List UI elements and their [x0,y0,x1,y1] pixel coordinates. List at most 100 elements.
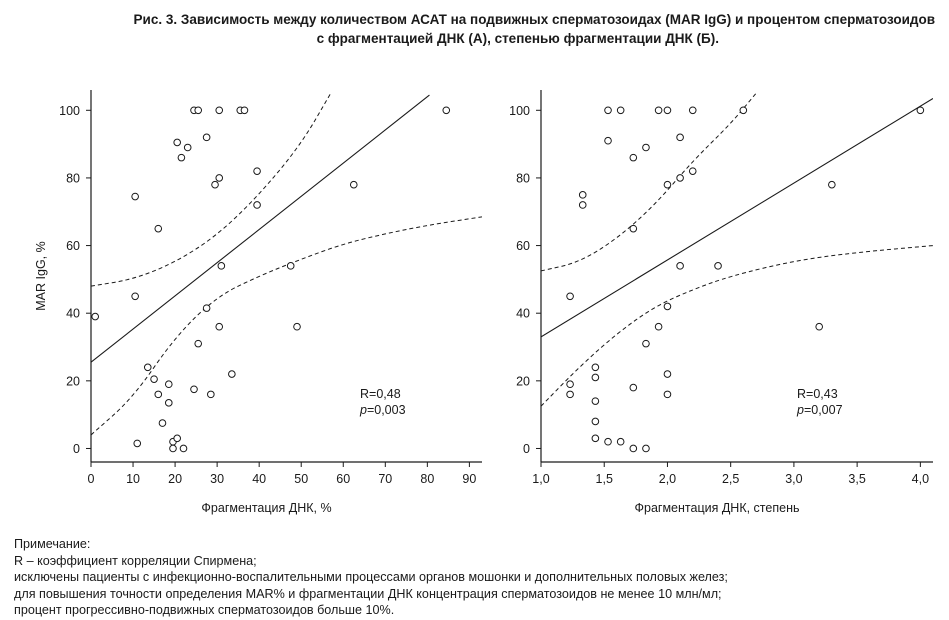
y-tick-label: 60 [516,239,530,253]
data-point [150,375,158,383]
data-point [202,133,211,142]
data-point [253,167,261,175]
data-point [207,390,215,399]
data-point [663,106,672,115]
y-tick-label: 0 [523,442,530,456]
data-point [442,106,451,115]
p-value-symbol: p [359,403,367,417]
chart-panel-b: 1,0 1,5 2,0 2,5 3,0 3,5 4,0 0 20 40 60 80 100 Фрагмен… [509,90,933,515]
x-tick-label: 10 [126,472,140,486]
data-point [676,262,684,270]
data-point [215,322,224,331]
data-point [688,106,697,115]
y-tick-label: 20 [516,374,530,388]
data-point [604,136,612,145]
y-tick-label: 80 [66,171,80,185]
p-value-number: =0,007 [804,403,843,417]
figure-title-line-1: Рис. 3. Зависимость между количеством АС… [133,12,935,27]
data-point [688,167,697,175]
confidence-band-lower [91,216,482,436]
p-value-symbol: p [796,403,804,417]
note-line: для повышения точности определения MAR% … [14,586,722,601]
data-point [616,437,625,446]
data-point [179,444,188,453]
data-point [154,390,163,399]
data-point [815,322,823,331]
data-point [217,262,226,270]
data-point [173,434,181,443]
data-point [654,106,663,115]
data-point [629,383,638,392]
p-value-label: p=0,007 [796,403,843,417]
data-point [240,106,249,115]
y-tick-label: 40 [66,307,80,321]
data-point [173,138,181,147]
data-point [293,322,301,331]
confidence-band-lower [541,245,933,407]
data-point [591,417,600,426]
data-point [228,370,236,378]
data-point [916,106,925,115]
regression-line [541,97,933,338]
data-point [663,180,672,189]
data-point [164,380,173,389]
correlation-r-label: R=0,43 [797,387,838,401]
x-tick-label: 0 [88,472,95,486]
data-point [202,304,211,312]
x-tick-label: 2,0 [659,472,676,486]
x-axis-label: Фрагментация ДНК, % [201,501,331,515]
figure-title: Рис. 3. Зависимость между количеством АС… [0,10,949,48]
note-block: Примечание: R – коэффициент корреляции С… [14,536,728,619]
data-point [604,106,612,115]
data-point [183,143,192,152]
data-point [286,262,295,270]
data-point [177,153,186,162]
data-point [578,201,587,209]
note-line: R – коэффициент корреляции Спирмена; [14,553,257,568]
data-point [215,174,224,182]
y-tick-label: 100 [509,104,530,118]
note-heading: Примечание: [14,537,91,551]
x-axis-label: Фрагментация ДНК, степень [635,501,800,515]
x-tick-label: 30 [210,472,224,486]
x-tick-label: 80 [420,472,434,486]
data-point [663,370,672,378]
charts-canvas: 0 10 20 30 40 50 60 70 80 90 0 20 40 60 80 100 Фрагмента… [34,90,933,515]
x-tick-label: 70 [378,472,392,486]
data-point [131,192,139,201]
y-tick-label: 60 [66,239,80,253]
figure-title-line-2: с фрагментацией ДНК (А), степенью фрагме… [316,31,719,46]
data-point [591,434,600,443]
confidence-band-upper [541,93,757,272]
confidence-band-upper [91,93,332,287]
data-point [154,224,163,233]
data-point [578,191,587,199]
data-point [629,153,638,162]
note-line: исключены пациенты с инфекционно-воспали… [14,570,728,585]
data-point [591,397,600,405]
data-point [604,437,612,446]
y-axis-label: MAR IgG, % [34,241,48,310]
data-point [566,390,574,399]
data-point [566,380,574,389]
data-point [131,292,139,301]
data-point [676,174,684,182]
x-tick-label: 4,0 [912,472,929,486]
x-tick-label: 3,5 [848,472,865,486]
data-point [642,339,650,348]
data-point [591,373,600,382]
data-point [194,106,203,115]
data-point [215,106,224,115]
data-point [591,363,600,372]
correlation-r-label: R=0,48 [360,387,401,401]
data-point [164,399,173,407]
y-tick-label: 20 [66,374,80,388]
x-tick-label: 60 [336,472,350,486]
data-point [629,444,638,453]
p-value-number: =0,003 [367,403,406,417]
note-line: процент прогрессивно-подвижных сперматоз… [14,603,395,618]
x-tick-label: 50 [294,472,308,486]
data-point [642,444,650,453]
y-tick-label: 100 [59,104,80,118]
x-tick-label: 3,0 [785,472,802,486]
